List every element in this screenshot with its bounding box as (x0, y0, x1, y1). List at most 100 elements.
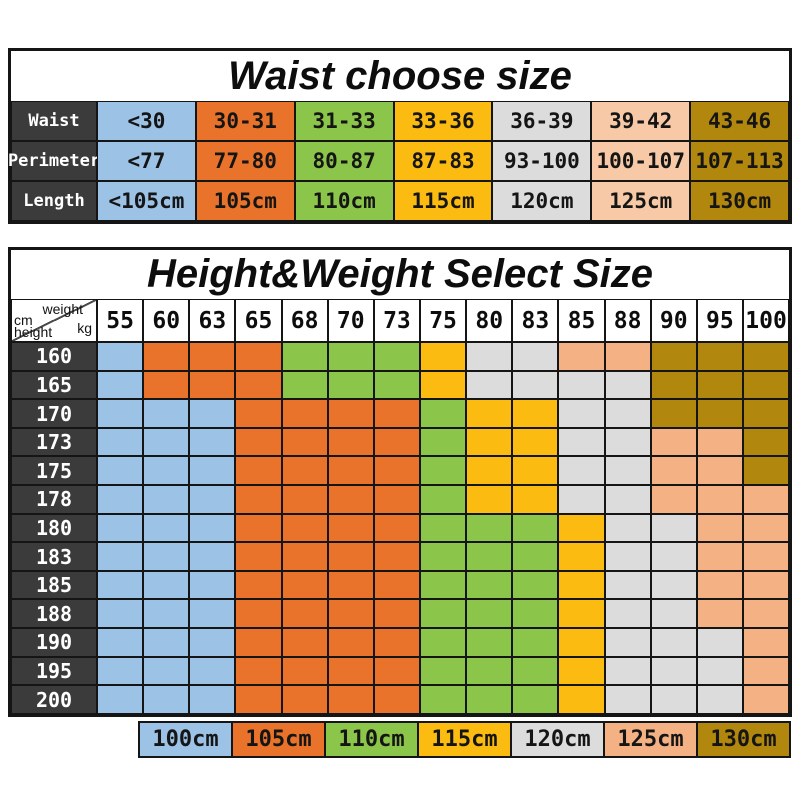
matrix-cell (696, 342, 743, 371)
matrix-cell (143, 399, 190, 428)
matrix-cell (281, 427, 328, 457)
matrix-cell (466, 542, 513, 571)
weight-header-row: weight kg cm height 55 60 63 65 68 70 73 75 80 83… (11, 299, 790, 342)
waist-table-body: Waist <30 30-31 31-33 33-36 36-39 39-42 43-46 Pe… (8, 101, 790, 221)
matrix-cell (558, 456, 605, 486)
matrix-cell (419, 485, 467, 514)
matrix-cell (742, 599, 790, 629)
matrix-cell (466, 456, 513, 486)
matrix-cell (604, 427, 651, 457)
weight-header-cell: 55 (97, 299, 144, 342)
matrix-cell (235, 370, 282, 400)
weight-header-cell: 68 (281, 299, 328, 342)
size-cell: 36-39 (492, 101, 592, 141)
matrix-cell (696, 427, 743, 457)
matrix-cell (97, 599, 144, 629)
matrix-cell (466, 513, 513, 543)
matrix-cell (512, 599, 559, 629)
matrix-cell (512, 456, 559, 486)
matrix-cell (512, 656, 559, 686)
matrix-cell (604, 685, 651, 714)
size-cell: 125cm (591, 181, 691, 221)
matrix-cell (696, 399, 743, 428)
matrix-row: 185 (11, 570, 790, 600)
size-table-title: Height&Weight Select Size (146, 252, 653, 296)
height-label: 183 (11, 542, 97, 571)
matrix-cell (373, 656, 420, 686)
matrix-cell (650, 685, 697, 714)
size-cell: 43-46 (690, 101, 790, 141)
matrix-cell (327, 370, 374, 400)
matrix-cell (189, 456, 236, 486)
waist-table-title: Waist choose size (228, 53, 572, 98)
matrix-cell (466, 427, 513, 457)
matrix-cell (742, 570, 790, 600)
matrix-cell (189, 399, 236, 428)
size-cell: 31-33 (294, 101, 394, 141)
matrix-cell (419, 685, 467, 714)
matrix-cell (742, 628, 790, 657)
matrix-cell (696, 513, 743, 543)
weight-header-cell: 73 (373, 299, 420, 342)
matrix-cell (373, 370, 420, 400)
matrix-cell (97, 342, 144, 371)
matrix-cell (373, 456, 420, 486)
matrix-cell (97, 542, 144, 571)
size-cell: 33-36 (393, 101, 493, 141)
row-label: Length (11, 181, 97, 221)
matrix-cell (189, 628, 236, 657)
matrix-cell (235, 628, 282, 657)
matrix-cell (143, 656, 190, 686)
weight-header-cell: 60 (143, 299, 190, 342)
matrix-cell (466, 656, 513, 686)
matrix-cell (97, 485, 144, 514)
corner-cm-unit: cm (14, 312, 33, 328)
matrix-cell (327, 342, 374, 371)
corner-weight-label: weight (42, 301, 83, 317)
height-label: 178 (11, 485, 97, 514)
legend-cell: 115cm (417, 723, 510, 756)
matrix-cell (604, 599, 651, 629)
matrix-cell (143, 570, 190, 600)
matrix-cell (281, 570, 328, 600)
matrix-cell (696, 628, 743, 657)
matrix-row: 165 (11, 370, 790, 400)
matrix-cell (419, 513, 467, 543)
height-label: 175 (11, 456, 97, 486)
matrix-row: 195 (11, 656, 790, 686)
matrix-cell (143, 456, 190, 486)
legend-cell: 110cm (324, 723, 417, 756)
size-cell: 105cm (195, 181, 295, 221)
legend-cell: 105cm (231, 723, 324, 756)
corner-cell: weight kg cm height (11, 299, 97, 342)
matrix-cell (558, 370, 605, 400)
matrix-cell (604, 628, 651, 657)
matrix-cell (189, 542, 236, 571)
size-cell: 100-107 (591, 141, 691, 181)
matrix-cell (143, 685, 190, 714)
matrix-cell (650, 399, 697, 428)
waist-size-table: Waist choose size Waist <30 30-31 31-33 33-3… (8, 48, 792, 224)
matrix-cell (327, 542, 374, 571)
height-label: 160 (11, 342, 97, 371)
matrix-cell (281, 599, 328, 629)
size-cell: 77-80 (195, 141, 295, 181)
matrix-cell (558, 599, 605, 629)
matrix-cell (558, 656, 605, 686)
matrix-cell (373, 570, 420, 600)
matrix-cell (189, 570, 236, 600)
matrix-cell (512, 513, 559, 543)
matrix-cell (466, 599, 513, 629)
matrix-cell (235, 656, 282, 686)
size-cell: <105cm (97, 181, 196, 221)
height-label: 185 (11, 570, 97, 600)
matrix-cell (419, 542, 467, 571)
matrix-cell (650, 599, 697, 629)
matrix-cell (512, 570, 559, 600)
matrix-row: 173 (11, 427, 790, 457)
table-row: Length <105cm 105cm 110cm 115cm 120cm 125cm 130… (11, 181, 790, 221)
size-cell: 120cm (492, 181, 592, 221)
legend-cell: 120cm (510, 723, 603, 756)
matrix-cell (189, 685, 236, 714)
matrix-cell (604, 370, 651, 400)
